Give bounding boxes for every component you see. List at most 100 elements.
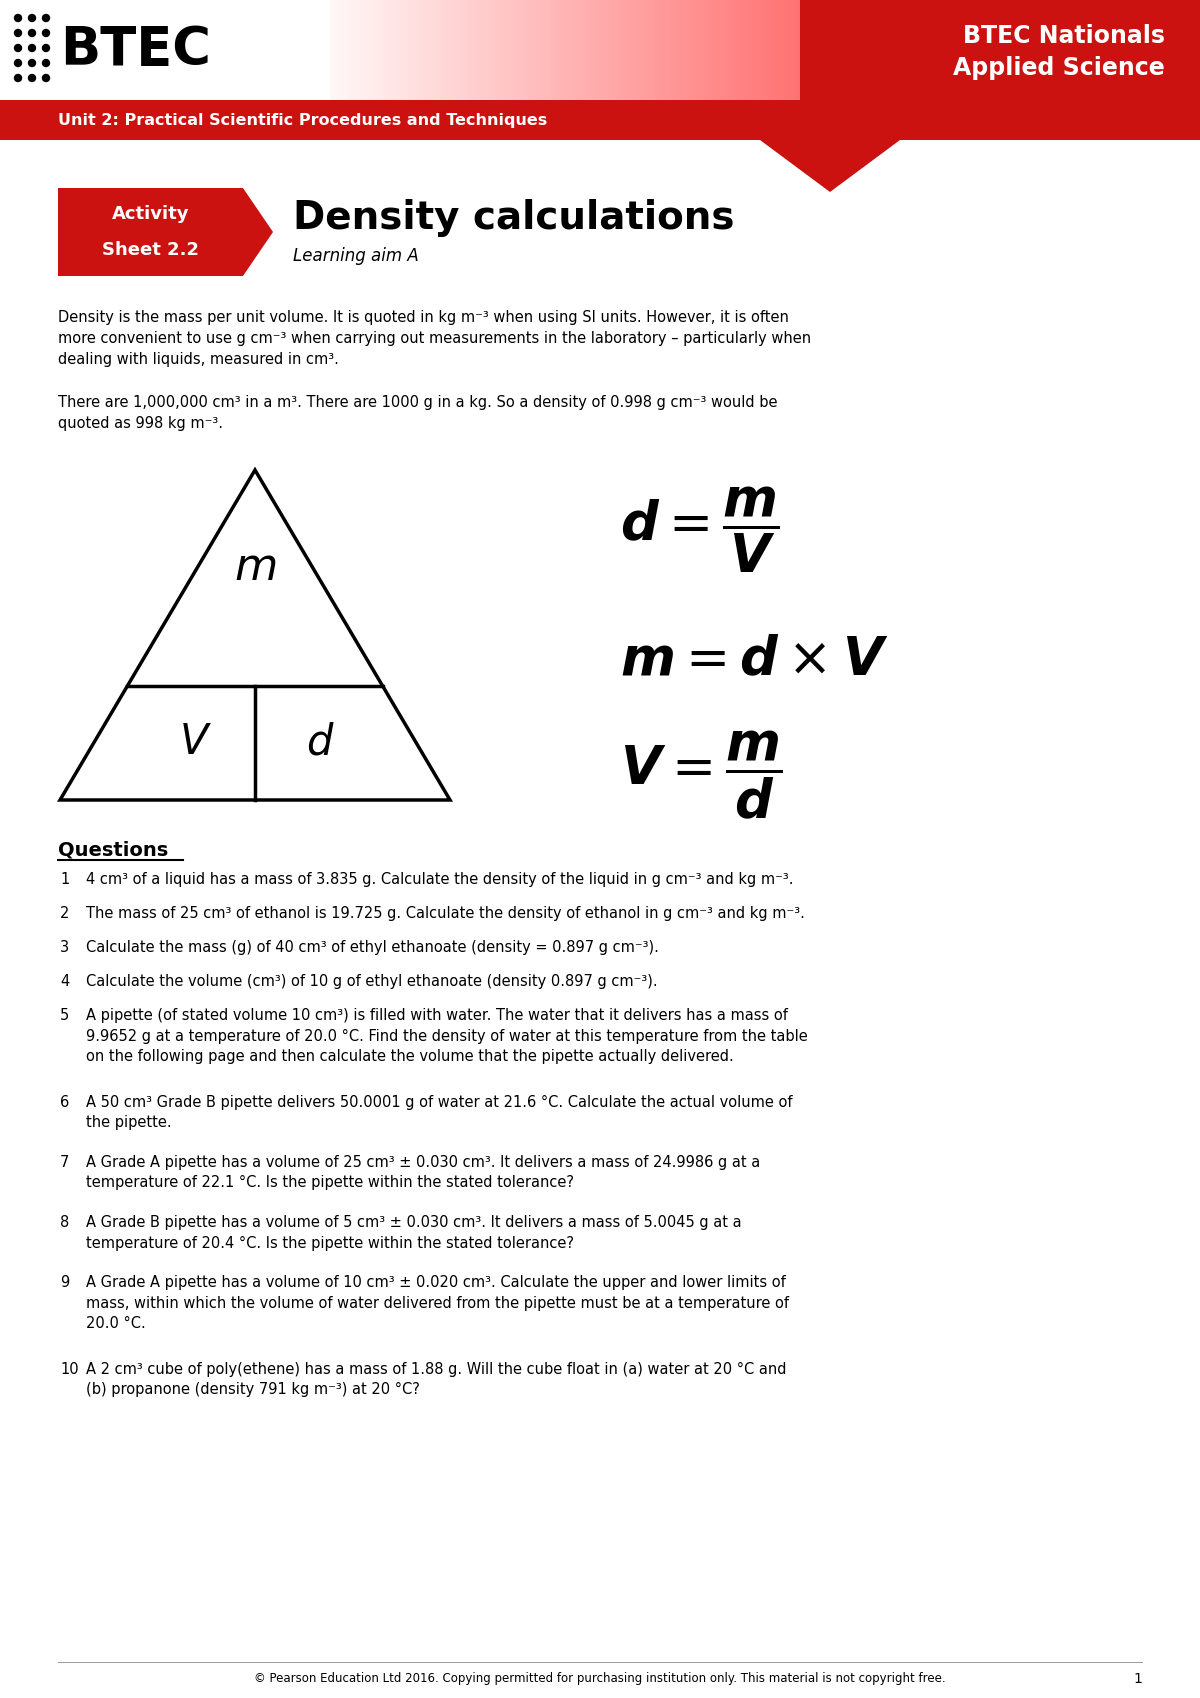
- Text: $\boldsymbol{V} = \dfrac{\boldsymbol{m}}{\boldsymbol{d}}$: $\boldsymbol{V} = \dfrac{\boldsymbol{m}}…: [620, 728, 782, 822]
- Bar: [480, 0, 485, 100]
- Text: 2: 2: [60, 907, 70, 920]
- Bar: [212, 0, 216, 100]
- Bar: [192, 0, 197, 100]
- Bar: [860, 0, 864, 100]
- Bar: [564, 0, 569, 100]
- Bar: [276, 0, 281, 100]
- Circle shape: [29, 75, 36, 82]
- Text: $\mathit{d}$: $\mathit{d}$: [306, 722, 335, 762]
- Bar: [432, 0, 437, 100]
- Bar: [108, 0, 113, 100]
- Bar: [1112, 0, 1116, 100]
- Text: Calculate the volume (cm³) of 10 g of ethyl ethanoate (density 0.897 g cm⁻³).: Calculate the volume (cm³) of 10 g of et…: [86, 975, 658, 990]
- Bar: [892, 0, 896, 100]
- Bar: [80, 0, 84, 100]
- Bar: [428, 0, 432, 100]
- Bar: [968, 0, 972, 100]
- Bar: [172, 0, 176, 100]
- Bar: [820, 0, 824, 100]
- Text: A Grade B pipette has a volume of 5 cm³ ± 0.030 cm³. It delivers a mass of 5.004: A Grade B pipette has a volume of 5 cm³ …: [86, 1216, 742, 1250]
- Bar: [784, 0, 788, 100]
- Text: Sheet 2.2: Sheet 2.2: [102, 241, 199, 260]
- Bar: [1156, 0, 1160, 100]
- Bar: [84, 0, 89, 100]
- Bar: [772, 0, 776, 100]
- Bar: [96, 0, 101, 100]
- Bar: [788, 0, 792, 100]
- Bar: [176, 0, 180, 100]
- Bar: [92, 0, 96, 100]
- Bar: [1032, 0, 1037, 100]
- Bar: [904, 0, 908, 100]
- Bar: [720, 0, 725, 100]
- Bar: [1004, 0, 1008, 100]
- Bar: [960, 0, 965, 100]
- Bar: [956, 0, 960, 100]
- Bar: [152, 0, 156, 100]
- Bar: [1148, 0, 1152, 100]
- Bar: [204, 0, 209, 100]
- Bar: [1100, 0, 1104, 100]
- Bar: [128, 0, 132, 100]
- Bar: [388, 0, 392, 100]
- Bar: [284, 0, 288, 100]
- Bar: [288, 0, 293, 100]
- Bar: [868, 0, 872, 100]
- Bar: [352, 0, 356, 100]
- Circle shape: [14, 15, 22, 22]
- Bar: [0, 0, 330, 100]
- Bar: [592, 0, 596, 100]
- Text: 7: 7: [60, 1155, 70, 1170]
- Bar: [600, 0, 605, 100]
- Text: $\boldsymbol{d} = \dfrac{\boldsymbol{m}}{\boldsymbol{V}}$: $\boldsymbol{d} = \dfrac{\boldsymbol{m}}…: [620, 484, 780, 576]
- Text: 1: 1: [60, 873, 70, 886]
- Bar: [916, 0, 920, 100]
- Bar: [1000, 0, 1004, 100]
- Bar: [648, 0, 653, 100]
- Bar: [1048, 0, 1052, 100]
- Text: Density is the mass per unit volume. It is quoted in kg m⁻³ when using SI units.: Density is the mass per unit volume. It …: [58, 311, 811, 367]
- Bar: [340, 0, 344, 100]
- Bar: [536, 0, 540, 100]
- Bar: [748, 0, 752, 100]
- Text: A Grade A pipette has a volume of 25 cm³ ± 0.030 cm³. It delivers a mass of 24.9: A Grade A pipette has a volume of 25 cm³…: [86, 1155, 761, 1190]
- Bar: [656, 0, 660, 100]
- Circle shape: [42, 29, 49, 36]
- Bar: [1084, 0, 1088, 100]
- Polygon shape: [58, 188, 274, 277]
- Text: 10: 10: [60, 1362, 79, 1377]
- Bar: [1104, 0, 1109, 100]
- Bar: [448, 0, 452, 100]
- Bar: [700, 0, 704, 100]
- Bar: [404, 0, 408, 100]
- Bar: [72, 0, 77, 100]
- Text: Density calculations: Density calculations: [293, 199, 734, 238]
- Bar: [884, 0, 888, 100]
- Bar: [708, 0, 713, 100]
- Bar: [1168, 0, 1172, 100]
- Bar: [1136, 0, 1140, 100]
- Bar: [4, 0, 8, 100]
- Bar: [156, 0, 161, 100]
- Bar: [948, 0, 953, 100]
- Text: A pipette (of stated volume 10 cm³) is filled with water. The water that it deli: A pipette (of stated volume 10 cm³) is f…: [86, 1009, 808, 1065]
- Bar: [572, 0, 576, 100]
- Bar: [800, 0, 1200, 100]
- Bar: [636, 0, 641, 100]
- Bar: [764, 0, 768, 100]
- Bar: [184, 0, 188, 100]
- Bar: [412, 0, 416, 100]
- Bar: [988, 0, 992, 100]
- Bar: [312, 0, 317, 100]
- Bar: [668, 0, 672, 100]
- Bar: [1140, 0, 1145, 100]
- Bar: [856, 0, 860, 100]
- Bar: [492, 0, 497, 100]
- Bar: [644, 0, 648, 100]
- Bar: [620, 0, 624, 100]
- Bar: [1076, 0, 1080, 100]
- Bar: [952, 0, 956, 100]
- Bar: [792, 0, 797, 100]
- Bar: [460, 0, 464, 100]
- Text: Applied Science: Applied Science: [953, 56, 1165, 80]
